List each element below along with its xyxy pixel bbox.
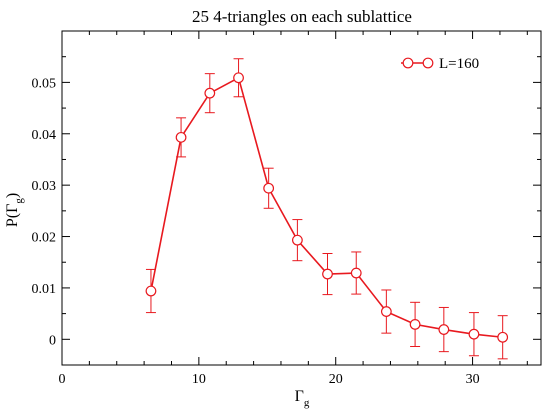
data-point <box>322 268 333 280</box>
chart-title: 25 4-triangles on each sublattice <box>192 7 412 26</box>
plot-frame <box>61 30 542 366</box>
y-tick-label: 0.02 <box>32 231 57 246</box>
y-tick-label: 0.05 <box>32 76 57 91</box>
x-tick-label: 0 <box>59 372 66 387</box>
legend-label: L=160 <box>439 56 479 72</box>
data-point <box>263 182 275 194</box>
x-tick-label: 30 <box>466 372 480 387</box>
y-tick-label: 0.04 <box>32 128 57 143</box>
series-line <box>150 76 503 339</box>
data-point <box>233 72 244 84</box>
y-axis-label: P(Γg) <box>4 193 25 227</box>
x-tick-label: 10 <box>192 372 206 387</box>
data-point <box>409 319 421 330</box>
x-axis-label: Γg <box>295 388 310 409</box>
data-point <box>350 267 362 279</box>
data-point <box>438 324 450 335</box>
x-tick-label: 20 <box>329 372 343 387</box>
data-point <box>175 131 187 143</box>
legend-marker <box>402 57 414 69</box>
data-point <box>497 331 509 343</box>
data-point <box>204 87 216 99</box>
data-point <box>291 234 303 246</box>
y-tick-label: 0 <box>49 333 56 348</box>
y-tick-label: 0.01 <box>32 282 57 297</box>
legend-marker <box>422 57 434 69</box>
plot-area: 0 10 20 30 0 0.01 0.02 0.03 0.04 0.05 L=160 <box>32 30 542 387</box>
data-point <box>145 285 157 297</box>
data-point <box>380 306 392 317</box>
y-tick-label: 0.03 <box>32 179 57 194</box>
data-point <box>468 328 480 340</box>
